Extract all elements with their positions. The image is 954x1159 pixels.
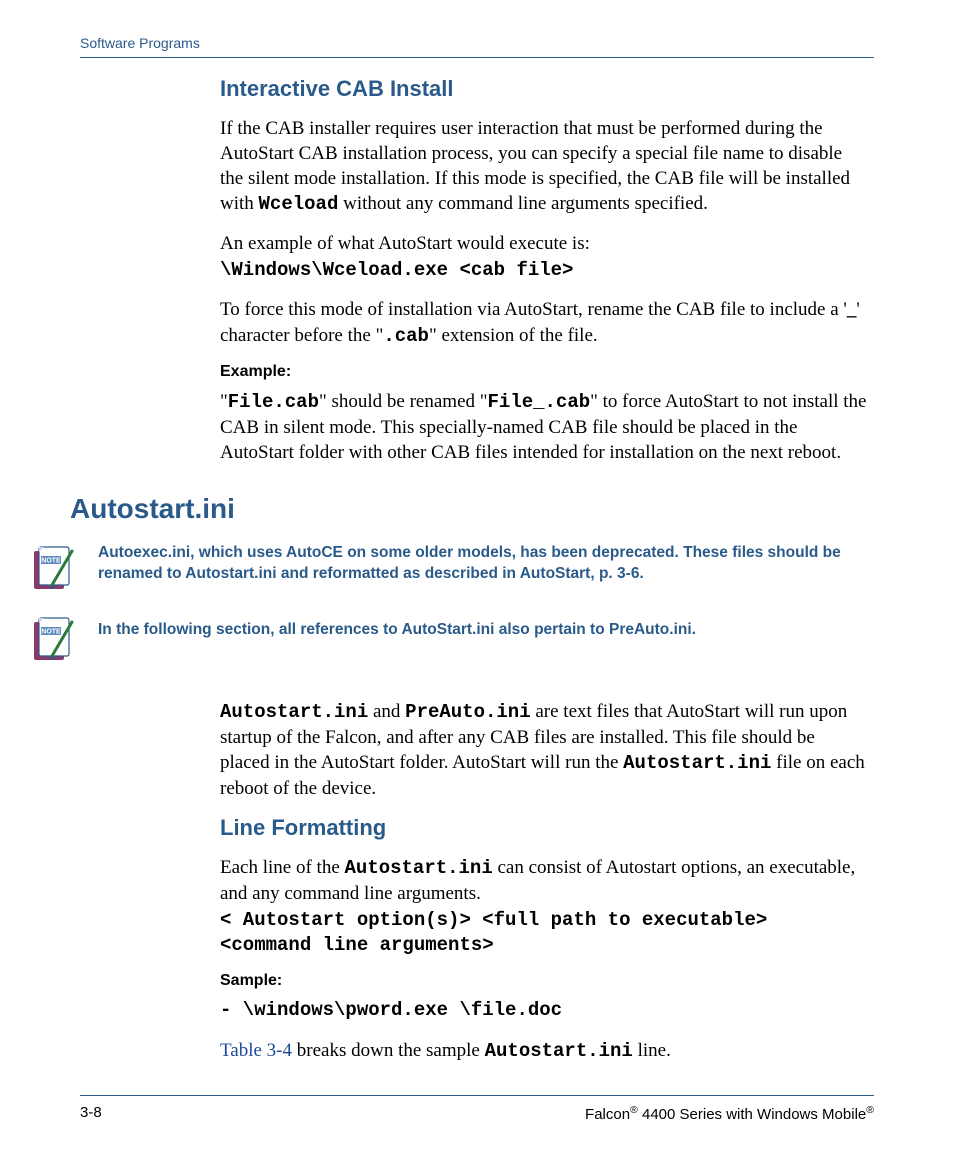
note-block: NOTE Autoexec.ini, which uses AutoCE on …: [30, 543, 874, 600]
code-inline: File_.cab: [488, 391, 591, 413]
heading-line-formatting: Line Formatting: [220, 815, 869, 841]
code-inline: PreAuto.ini: [405, 701, 530, 723]
text: and: [368, 701, 405, 722]
code-line: \Windows\Wceload.exe <cab file>: [220, 258, 869, 283]
note-text: In the following section, all references…: [80, 614, 701, 641]
page-footer: 3-8 Falcon® 4400 Series with Windows Mob…: [80, 1087, 874, 1123]
text: To force this mode of installation via A…: [220, 299, 847, 320]
code-inline: File.cab: [228, 391, 319, 413]
text: " should be renamed ": [319, 391, 488, 412]
note-block: NOTE In the following section, all refer…: [30, 614, 874, 671]
code-inline: Autostart.ini: [485, 1040, 633, 1062]
code-inline: Autostart.ini: [345, 857, 493, 879]
heading-autostart-ini: Autostart.ini: [70, 493, 874, 525]
code-inline: .cab: [383, 325, 429, 347]
example-label: Example:: [220, 363, 869, 381]
text: line.: [633, 1040, 671, 1061]
footer-rule: [80, 1095, 874, 1096]
header-rule: [80, 57, 874, 58]
note-badge-text: NOTE: [41, 557, 61, 564]
text: 4400 Series with Windows Mobile: [638, 1106, 866, 1123]
registered-mark: ®: [866, 1104, 874, 1116]
text: Each line of the: [220, 857, 345, 878]
code-inline: Autostart.ini: [220, 701, 368, 723]
code-inline: Autostart.ini: [623, 752, 771, 774]
text: breaks down the sample: [292, 1040, 485, 1061]
code-inline: Wceload: [259, 193, 339, 215]
code-line: < Autostart option(s)> <full path to exe…: [220, 908, 869, 958]
page-header-section: Software Programs: [80, 35, 874, 51]
sample-label: Sample:: [220, 972, 869, 990]
text: Falcon: [585, 1106, 630, 1123]
code-line: - \windows\pword.exe \file.doc: [220, 998, 869, 1023]
text: without any command line arguments speci…: [338, 193, 708, 214]
note-icon: NOTE: [30, 543, 80, 600]
paragraph: "File.cab" should be renamed "File_.cab"…: [220, 389, 869, 465]
paragraph: Table 3-4 breaks down the sample Autosta…: [220, 1038, 869, 1064]
text: ": [220, 391, 228, 412]
note-text: Autoexec.ini, which uses AutoCE on some …: [80, 543, 874, 585]
text: " extension of the file.: [429, 325, 598, 346]
footer-product: Falcon® 4400 Series with Windows Mobile®: [585, 1104, 874, 1123]
note-icon: NOTE: [30, 614, 80, 671]
paragraph: To force this mode of installation via A…: [220, 297, 869, 348]
paragraph: Each line of the Autostart.ini can consi…: [220, 855, 869, 906]
text-bold: _: [847, 299, 857, 320]
registered-mark: ®: [630, 1104, 638, 1116]
paragraph: Autostart.ini and PreAuto.ini are text f…: [220, 699, 869, 801]
cross-ref-link[interactable]: Table 3-4: [220, 1040, 292, 1061]
paragraph: If the CAB installer requires user inter…: [220, 116, 869, 217]
page-number: 3-8: [80, 1104, 102, 1123]
note-badge-text: NOTE: [41, 628, 61, 635]
heading-interactive-cab: Interactive CAB Install: [220, 76, 869, 102]
paragraph: An example of what AutoStart would execu…: [220, 231, 869, 256]
